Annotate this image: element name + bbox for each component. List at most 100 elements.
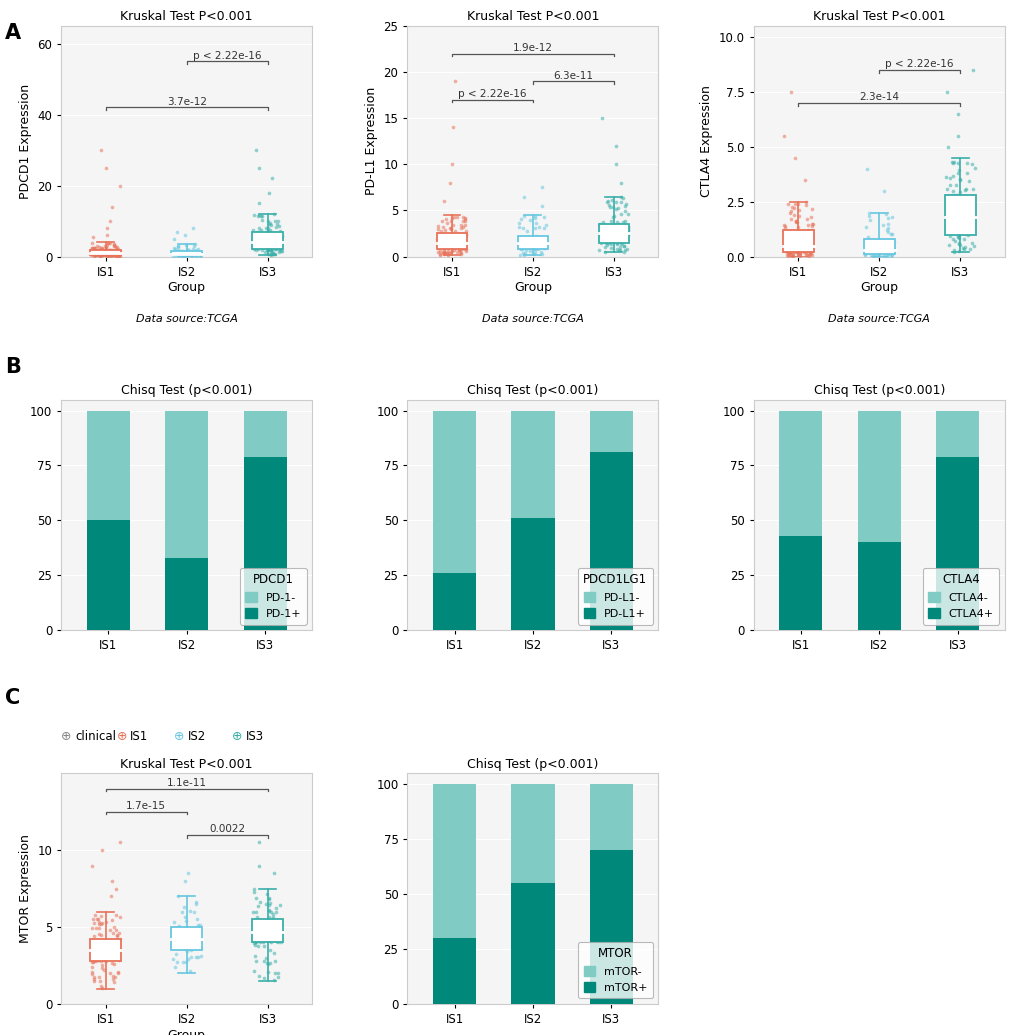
Point <box>104 912 120 928</box>
Point <box>937 202 954 218</box>
Point <box>272 934 288 950</box>
Point <box>443 156 460 173</box>
Point <box>450 241 467 258</box>
Point <box>883 232 900 248</box>
Point <box>167 937 183 953</box>
Point <box>615 203 632 219</box>
Text: clinical: clinical <box>75 731 116 743</box>
Point <box>166 240 182 257</box>
Point <box>875 236 892 253</box>
Point <box>597 235 613 252</box>
Point <box>618 228 634 244</box>
Point <box>101 246 117 263</box>
Bar <box>511 883 554 1004</box>
Point <box>944 154 960 171</box>
Point <box>108 247 124 264</box>
Point <box>788 223 804 239</box>
Point <box>452 228 469 244</box>
Point <box>260 237 276 254</box>
Point <box>458 242 474 259</box>
Point <box>593 232 609 248</box>
Point <box>526 208 542 225</box>
Point <box>954 189 970 206</box>
Bar <box>857 542 900 630</box>
Point <box>431 235 447 252</box>
Point <box>608 227 625 243</box>
Point <box>786 196 802 212</box>
Point <box>881 233 898 249</box>
Point <box>448 208 465 225</box>
Point <box>608 235 625 252</box>
Point <box>165 951 181 968</box>
Point <box>271 897 287 914</box>
Point <box>110 935 126 951</box>
Point <box>178 919 195 936</box>
Point <box>102 965 118 981</box>
Point <box>950 230 966 246</box>
Point <box>90 935 106 951</box>
Point <box>265 913 281 929</box>
Point <box>785 246 801 263</box>
Point <box>270 242 286 259</box>
Point <box>787 230 803 246</box>
Title: Kruskal Test P<0.001: Kruskal Test P<0.001 <box>812 10 945 24</box>
Point <box>192 245 208 262</box>
Point <box>271 238 287 255</box>
Point <box>941 195 957 211</box>
Point <box>800 247 816 264</box>
Text: 2.3e-14: 2.3e-14 <box>858 92 899 102</box>
Point <box>434 243 450 260</box>
Bar <box>589 411 633 452</box>
Point <box>957 181 973 198</box>
Point <box>445 227 462 243</box>
Point <box>272 227 288 243</box>
Point <box>86 927 102 944</box>
Title: Chisq Test (p<0.001): Chisq Test (p<0.001) <box>813 384 944 397</box>
Point <box>615 243 632 260</box>
Point <box>109 242 125 259</box>
Point <box>177 244 194 261</box>
Point <box>796 241 812 258</box>
Point <box>168 927 184 944</box>
Point <box>179 950 196 967</box>
Point <box>90 245 106 262</box>
Point <box>100 949 116 966</box>
Point <box>187 245 204 262</box>
Point <box>445 209 462 226</box>
Point <box>941 199 957 215</box>
Point <box>619 225 635 241</box>
Point <box>601 218 618 235</box>
Point <box>261 917 277 934</box>
Point <box>881 246 898 263</box>
Point <box>88 244 104 261</box>
Point <box>252 921 268 938</box>
Title: Chisq Test (p<0.001): Chisq Test (p<0.001) <box>121 384 252 397</box>
Point <box>89 935 105 951</box>
Point <box>175 246 192 263</box>
Point <box>84 234 100 250</box>
Point <box>270 919 286 936</box>
Point <box>782 205 798 221</box>
Point <box>613 228 630 244</box>
Point <box>457 241 473 258</box>
Point <box>267 227 283 243</box>
Point <box>591 216 607 233</box>
Point <box>789 241 805 258</box>
Point <box>796 227 812 243</box>
Point <box>606 221 623 238</box>
Point <box>945 154 961 171</box>
Point <box>610 219 627 236</box>
Point <box>87 246 103 263</box>
Point <box>274 242 290 259</box>
Point <box>252 228 268 244</box>
Point <box>873 239 890 256</box>
Point <box>598 224 614 240</box>
Point <box>86 240 102 257</box>
Point <box>187 893 204 910</box>
Point <box>775 218 792 235</box>
Point <box>957 209 973 226</box>
Point <box>273 236 289 253</box>
Point <box>442 233 459 249</box>
Point <box>792 241 808 258</box>
Point <box>192 244 208 261</box>
